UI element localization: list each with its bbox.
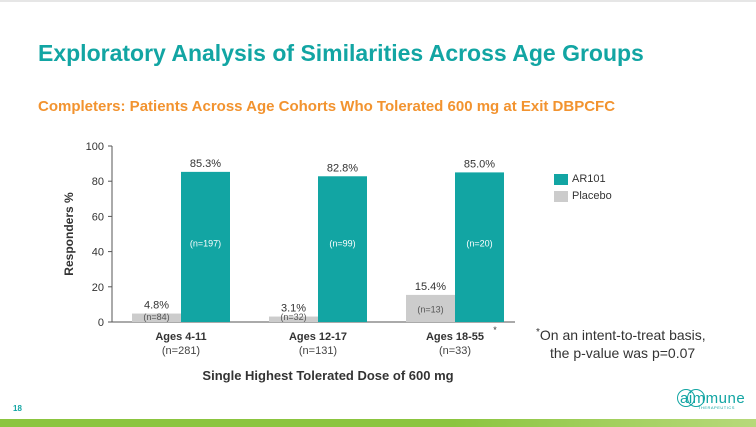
category-marker: * <box>493 325 497 335</box>
y-tick-label: 60 <box>92 211 104 223</box>
bottom-accent-band <box>0 419 756 427</box>
n-label-ar101: (n=20) <box>466 238 492 248</box>
chart-legend: AR101 Placebo <box>554 171 612 205</box>
y-tick-label: 80 <box>92 176 104 188</box>
bar-ar101 <box>318 176 367 322</box>
legend-item-placebo: Placebo <box>554 188 612 204</box>
bar-ar101 <box>455 172 504 322</box>
category-n-label: (n=131) <box>299 345 337 357</box>
category-label: Ages 18-55 <box>426 331 484 343</box>
logo-text: aimmune <box>680 390 746 407</box>
data-label-placebo: 3.1% <box>281 303 306 315</box>
page-number: 18 <box>13 404 22 413</box>
data-label-placebo: 4.8% <box>144 300 169 312</box>
category-label: Ages 4-11 <box>155 331 206 343</box>
bar-placebo <box>132 313 181 322</box>
legend-swatch-ar101 <box>554 173 568 185</box>
category-n-label: (n=33) <box>439 345 471 357</box>
footnote-star: * <box>536 327 540 338</box>
n-label-placebo: (n=32) <box>280 312 306 322</box>
slide-title: Exploratory Analysis of Similarities Acr… <box>38 40 644 66</box>
legend-label-ar101: AR101 <box>572 173 606 185</box>
bar-ar101 <box>181 171 230 322</box>
data-label-ar101: 85.3% <box>190 158 221 170</box>
y-tick-label: 100 <box>86 141 104 153</box>
data-label-placebo: 15.4% <box>415 281 446 293</box>
footnote-line2: the p-value was p=0.07 <box>550 345 696 361</box>
legend-swatch-placebo <box>554 190 568 202</box>
y-tick-label: 40 <box>92 247 104 259</box>
category-n-label: (n=281) <box>162 345 200 357</box>
logo-mark-icon <box>677 389 705 407</box>
x-axis-title: Single Highest Tolerated Dose of 600 mg <box>202 368 453 383</box>
legend-item-ar101: AR101 <box>554 171 612 187</box>
y-axis-title: Responders % <box>62 192 76 276</box>
aimmune-logo: aimmune THERAPEUTICS <box>676 386 746 414</box>
n-label-placebo: (n=84) <box>143 312 169 322</box>
bar-placebo <box>406 294 455 322</box>
data-label-ar101: 82.8% <box>327 162 358 174</box>
n-label-ar101: (n=197) <box>190 238 221 248</box>
footnote: *On an intent-to-treat basis, the p-valu… <box>536 326 751 362</box>
legend-label-placebo: Placebo <box>572 190 612 202</box>
footnote-line1: On an intent-to-treat basis, <box>539 327 706 343</box>
data-label-ar101: 85.0% <box>464 158 495 170</box>
bar-placebo <box>269 316 318 322</box>
slide-subtitle: Completers: Patients Across Age Cohorts … <box>38 98 616 115</box>
y-tick-label: 0 <box>98 317 104 329</box>
category-label: Ages 12-17 <box>289 331 347 343</box>
n-label-ar101: (n=99) <box>329 238 355 248</box>
y-tick-label: 20 <box>92 282 104 294</box>
logo-subtext: THERAPEUTICS <box>698 405 735 410</box>
n-label-placebo: (n=13) <box>417 304 443 314</box>
top-rule <box>0 0 756 2</box>
